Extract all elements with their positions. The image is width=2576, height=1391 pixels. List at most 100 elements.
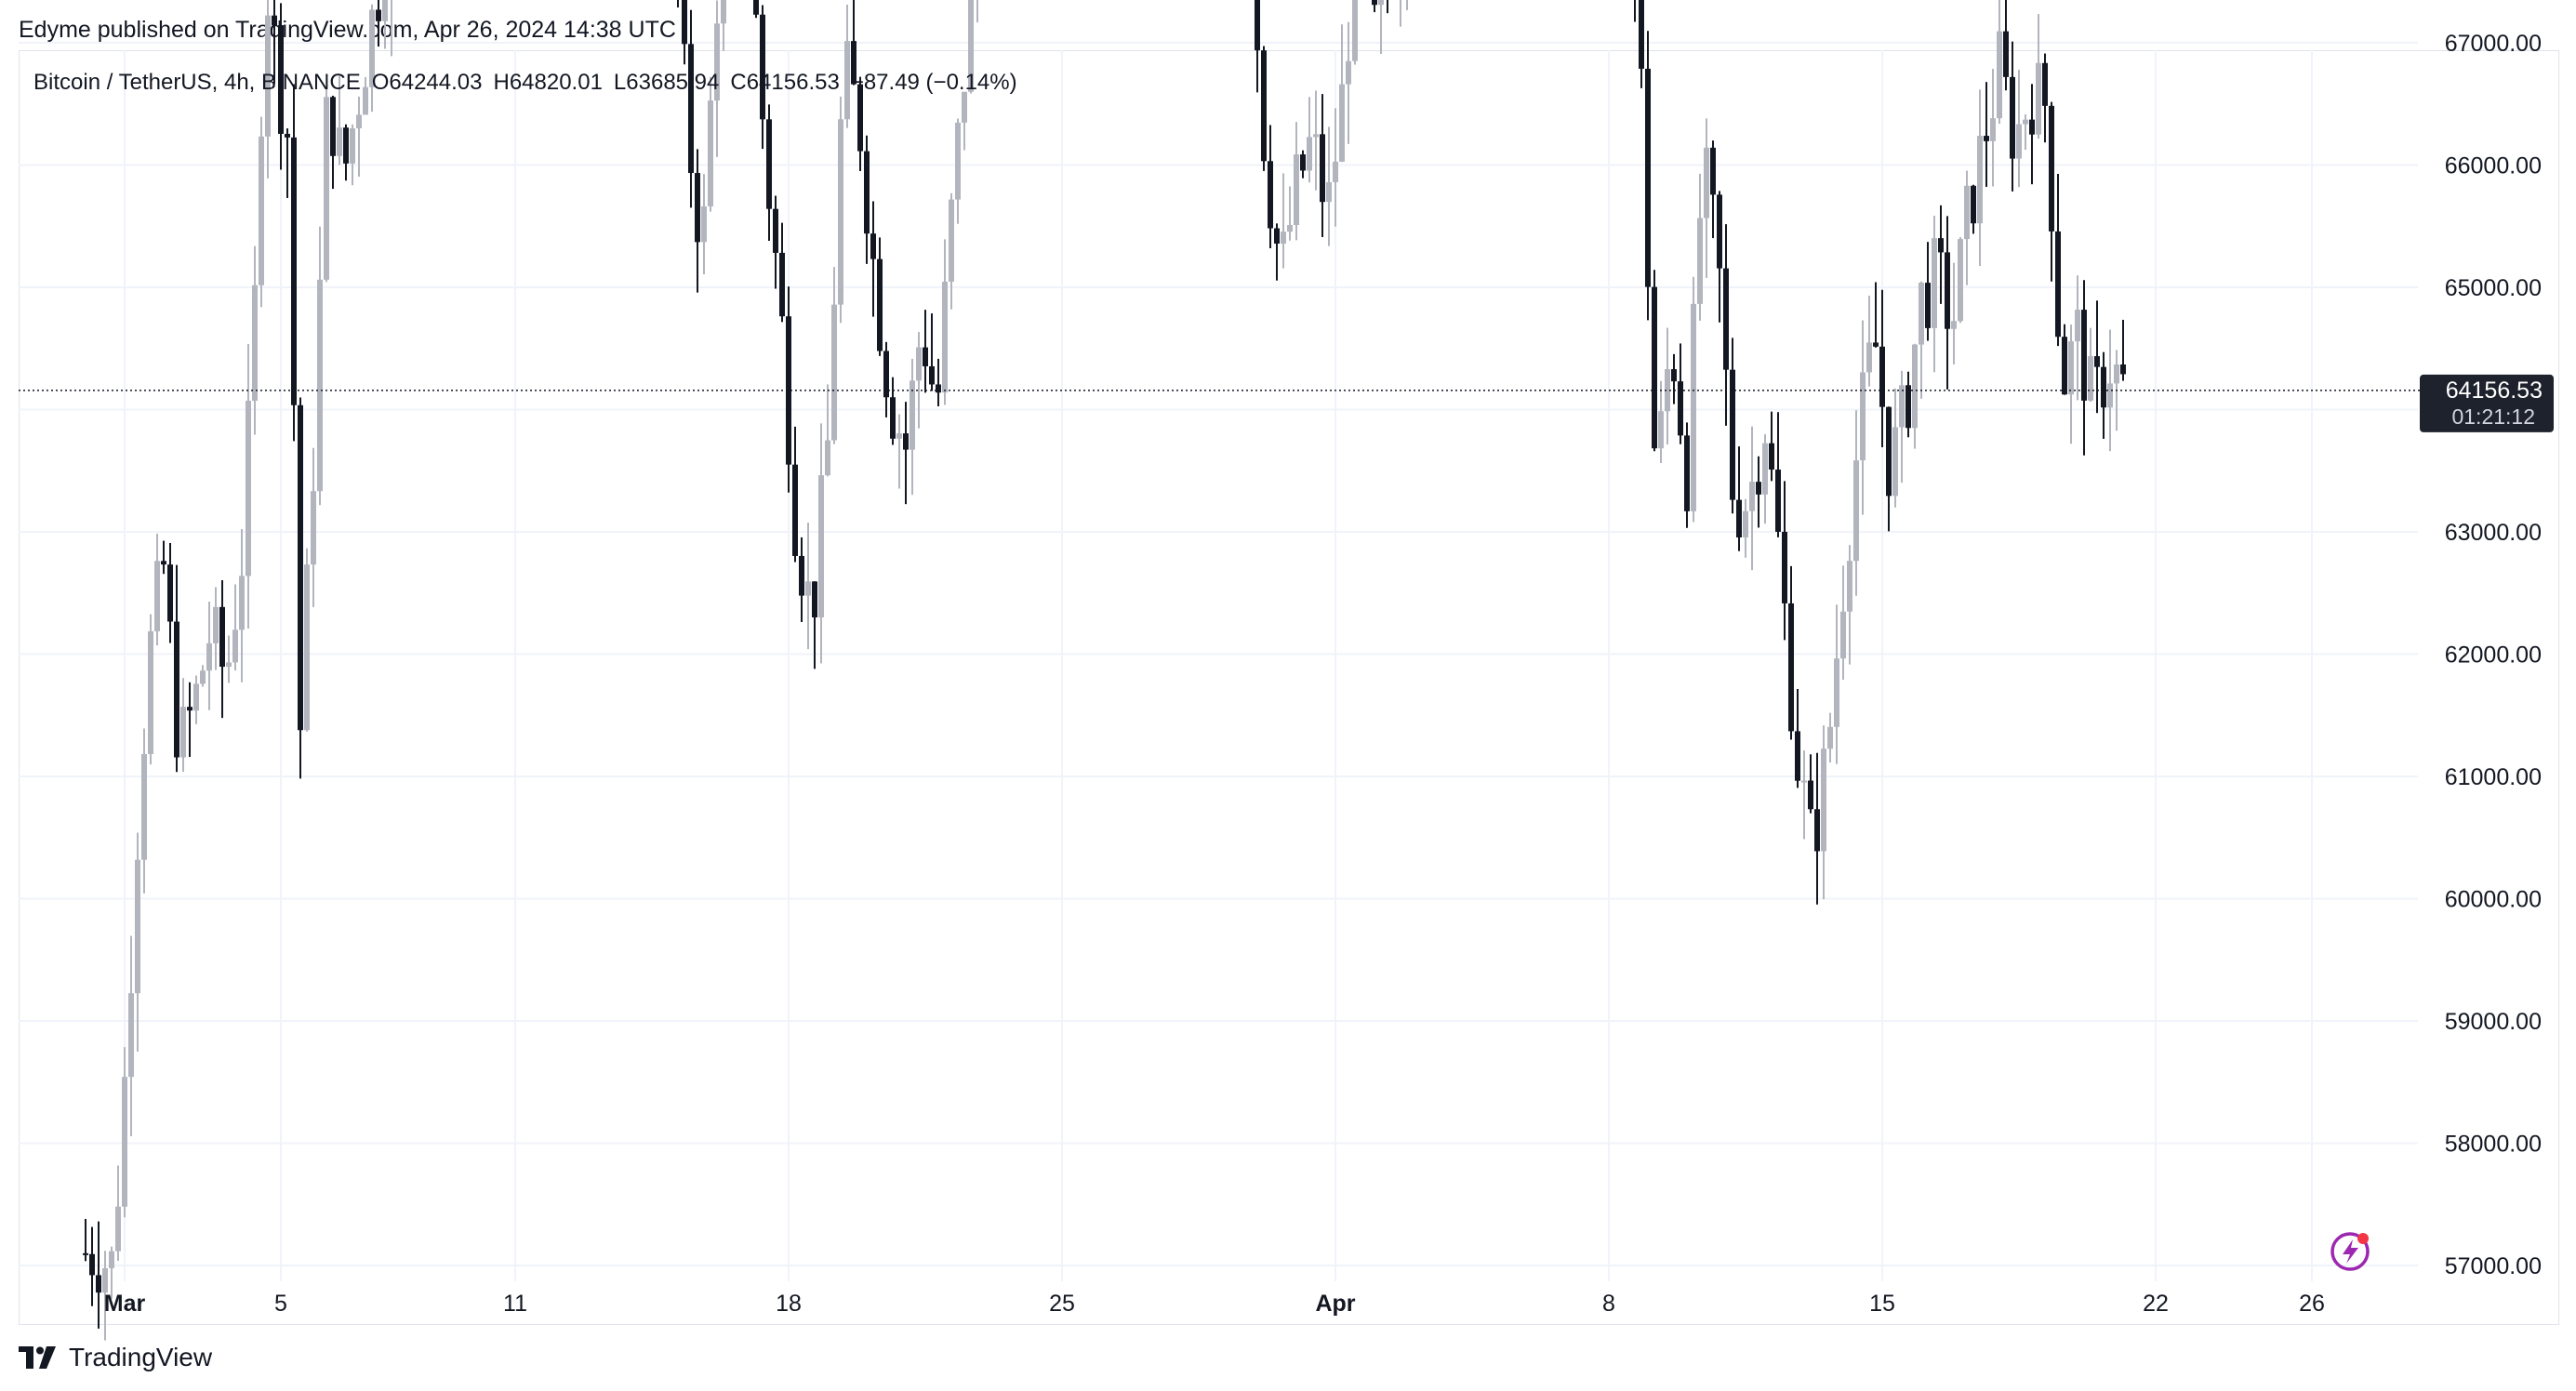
candle — [1704, 118, 1709, 278]
candle-body — [1782, 531, 1787, 603]
candle — [695, 149, 700, 293]
candle-body — [1912, 344, 1918, 429]
candle — [350, 124, 355, 186]
candle-body — [161, 561, 166, 565]
candle — [167, 542, 173, 643]
time-tick-label: 5 — [274, 1291, 287, 1317]
candle — [1782, 481, 1787, 641]
candle — [1346, 21, 1351, 144]
candle — [1255, 0, 1260, 93]
candle-body — [1834, 658, 1839, 727]
candle — [1905, 371, 1911, 438]
candle-body — [2081, 310, 2087, 401]
candle-body — [122, 1077, 127, 1207]
candle-body — [844, 41, 850, 120]
candle — [831, 267, 837, 444]
candle — [135, 832, 140, 1053]
candle-body — [226, 662, 232, 668]
time-tick-label: 11 — [503, 1291, 527, 1317]
candle-body — [714, 23, 720, 101]
candle — [1639, 0, 1644, 88]
candle — [1268, 125, 1273, 249]
candle-body — [304, 564, 310, 731]
candle — [363, 76, 368, 115]
candle-body — [174, 621, 179, 758]
candle-body — [213, 606, 219, 643]
candle-body — [1840, 611, 1846, 659]
candle — [910, 358, 915, 496]
candle — [391, 0, 392, 57]
candle — [2107, 329, 2113, 452]
candle — [206, 602, 212, 710]
candle-body — [1652, 286, 1657, 449]
candle — [1977, 89, 1983, 266]
candle — [1919, 281, 1924, 399]
candle — [1406, 0, 1408, 10]
candle-body — [1866, 342, 1872, 373]
candle-body — [285, 133, 290, 138]
candle-body — [1717, 194, 1722, 269]
candle-body — [968, 0, 974, 92]
candle-body — [695, 173, 700, 243]
candle — [193, 675, 199, 724]
candle — [1801, 750, 1807, 840]
candle — [2029, 84, 2035, 185]
candle — [968, 0, 974, 94]
candle-body — [1691, 303, 1696, 511]
candle-body — [773, 208, 778, 253]
time-tick-label: 18 — [776, 1291, 802, 1317]
legend-open: O64244.03 — [371, 70, 483, 95]
candle — [851, 0, 856, 86]
tradingview-brand[interactable]: TradingView — [19, 1343, 212, 1372]
candle — [825, 384, 830, 477]
candle — [174, 564, 179, 773]
candle — [1938, 205, 1944, 304]
candle — [1691, 276, 1696, 523]
candle-body — [200, 670, 206, 684]
candle-body — [2003, 31, 2009, 77]
candle — [1984, 82, 1989, 187]
candle-body — [1827, 726, 1833, 749]
candle — [272, 0, 277, 84]
candle — [1840, 565, 1846, 681]
candle-body — [2094, 356, 2100, 367]
candle-body — [753, 0, 759, 15]
candle-body — [1971, 185, 1976, 224]
candle-body — [1281, 232, 1286, 245]
candle — [1684, 422, 1690, 528]
candle-body — [363, 86, 368, 115]
candle-body — [760, 14, 765, 120]
candle — [844, 4, 850, 128]
candle-body — [2088, 356, 2093, 401]
candle — [1932, 216, 1937, 373]
candles — [83, 0, 2126, 1341]
time-tick-label: 15 — [1869, 1291, 1895, 1317]
candle-body — [1958, 239, 1963, 322]
candle-body — [1300, 154, 1306, 171]
candle-body — [337, 127, 342, 156]
candle-body — [701, 205, 707, 243]
candle — [2101, 351, 2106, 439]
candle — [1821, 725, 1826, 900]
candle-body — [1997, 31, 2002, 119]
candle-body — [962, 91, 967, 123]
time-axis: Mar 5 11 18 25 Apr 8 15 22 26 — [104, 1291, 2325, 1317]
candle — [2010, 41, 2015, 192]
candle-body — [1268, 161, 1273, 229]
candle-body — [1769, 443, 1774, 470]
candle — [1795, 689, 1800, 788]
candle-body — [265, 15, 271, 137]
candle — [1866, 295, 1872, 387]
candle-body — [1938, 238, 1944, 253]
candle — [2120, 319, 2126, 381]
candle — [1899, 370, 1905, 484]
candle — [1925, 242, 1931, 341]
candle — [382, 0, 388, 49]
chart-frame — [19, 50, 2559, 1325]
candle — [1287, 186, 1293, 241]
candle-body — [1378, 0, 1384, 6]
candle-body — [1775, 470, 1781, 532]
time-tick-label: Mar — [104, 1291, 146, 1317]
candle — [154, 533, 160, 646]
